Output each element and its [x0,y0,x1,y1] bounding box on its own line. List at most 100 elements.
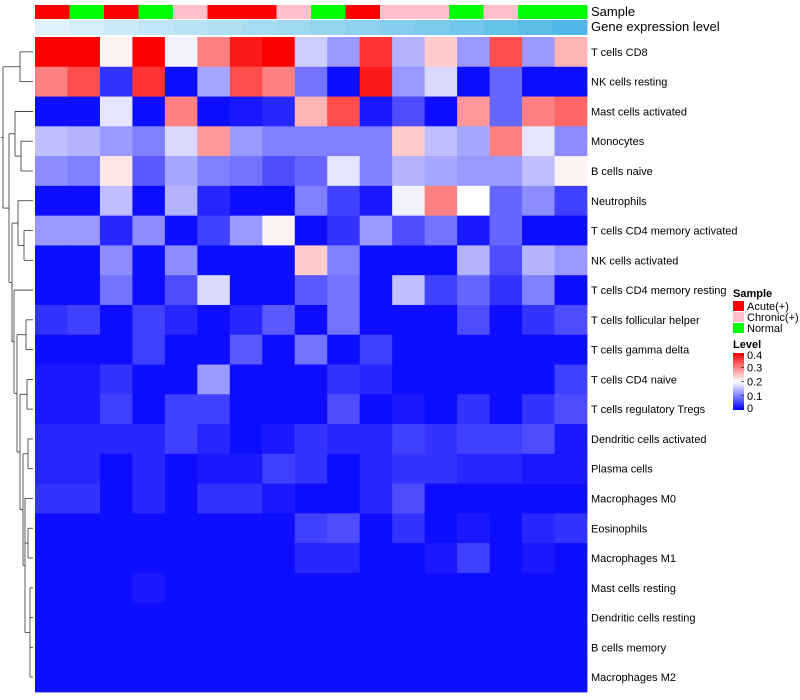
heatmap-cell [262,334,296,365]
heatmap-cell [99,453,133,484]
heatmap-cell [35,453,68,484]
expression-annotation-cell [449,20,484,35]
heatmap-cell [392,424,426,455]
heatmap-cell [229,96,263,127]
expression-annotation-cell [483,20,519,35]
heatmap-cell [197,662,231,693]
heatmap-cell [522,126,555,157]
expression-annotation-title: Gene expression level [591,19,720,34]
row-label: NK cells resting [591,77,667,89]
heatmap-cell [35,245,68,276]
heatmap-cell [554,156,588,187]
heatmap-cell [99,424,133,455]
heatmap-cell [392,66,426,97]
row-label: B cells naive [591,166,653,178]
legend-level-tick-label: 0.2 [747,377,762,389]
heatmap-cell [489,96,523,127]
heatmap-cell [132,126,166,157]
heatmap-cell [99,245,133,276]
heatmap-cell [359,662,393,693]
row-label: Plasma cells [591,464,653,476]
heatmap-cell [359,96,393,127]
heatmap-cell [67,424,101,455]
heatmap-cell [35,66,68,97]
heatmap-cell [35,126,68,157]
heatmap-cell [164,96,198,127]
heatmap-cell [522,453,555,484]
heatmap-cell [164,602,198,633]
legend-level-tick-label: 0.3 [747,362,762,374]
heatmap-cell [262,245,296,276]
expression-annotation-cell [69,20,105,35]
heatmap-cell [457,96,490,127]
heatmap-cell [457,66,490,97]
heatmap-cell [489,126,523,157]
heatmap-cell [229,602,263,633]
expression-annotation-cell [311,20,346,35]
heatmap-cell [132,394,166,425]
heatmap-cell [359,543,393,574]
heatmap-cell [197,572,231,604]
heatmap-cell [132,453,166,484]
heatmap-cell [229,424,263,455]
heatmap-cell [424,275,458,306]
heatmap-cell [392,245,426,276]
heatmap-cell [489,215,523,246]
heatmap-cell [392,156,426,187]
heatmap-cell [392,543,426,574]
heatmap-cell [424,662,458,693]
heatmap-cell [489,483,523,514]
heatmap-cell [554,424,588,455]
heatmap-cell [132,572,166,604]
heatmap-cell [554,37,588,68]
heatmap-cell [424,453,458,484]
heatmap-cell [554,364,588,395]
heatmap-cell [67,572,101,604]
heatmap-cell [424,37,458,68]
heatmap-cell [359,66,393,97]
sample-annotation-cell [483,5,519,19]
heatmap-cell [35,185,68,217]
heatmap-cell [294,602,328,633]
heatmap-cell [554,394,588,425]
heatmap-cell [99,156,133,187]
heatmap-cell [164,304,198,336]
heatmap-cell [327,275,361,306]
heatmap-cell [262,453,296,484]
heatmap-cell [359,394,393,425]
heatmap-cell [294,96,328,127]
heatmap-cell [327,66,361,97]
heatmap-cell [99,334,133,365]
heatmap-cell [132,543,166,574]
heatmap-cell [67,453,101,484]
heatmap-cell [457,662,490,693]
heatmap-cell [424,156,458,187]
heatmap-cell [522,424,555,455]
heatmap-cell [197,126,231,157]
expression-annotation-cell [518,20,553,35]
heatmap-cell [67,245,101,276]
heatmap-cell [164,483,198,514]
heatmap-cell [197,424,231,455]
heatmap-cell [489,304,523,336]
heatmap-cell [197,66,231,97]
legend-sample-title: Sample [733,288,772,300]
heatmap-cell [294,513,328,544]
heatmap-cell [197,483,231,514]
row-dendrogram [1,51,33,678]
heatmap-cell [554,185,588,217]
heatmap-cell [229,215,263,246]
heatmap-cell [99,37,133,68]
sample-annotation-cell [35,5,70,19]
heatmap-cell [554,632,588,663]
legend-sample-swatch [733,312,744,322]
heatmap-cell [554,245,588,276]
heatmap-cell [99,662,133,693]
heatmap-cell [99,96,133,127]
heatmap-cell [457,424,490,455]
heatmap-cell [327,543,361,574]
sample-annotation-cell [173,5,208,19]
heatmap-cell [197,37,231,68]
heatmap-cell [67,483,101,514]
heatmap-cell [457,572,490,604]
